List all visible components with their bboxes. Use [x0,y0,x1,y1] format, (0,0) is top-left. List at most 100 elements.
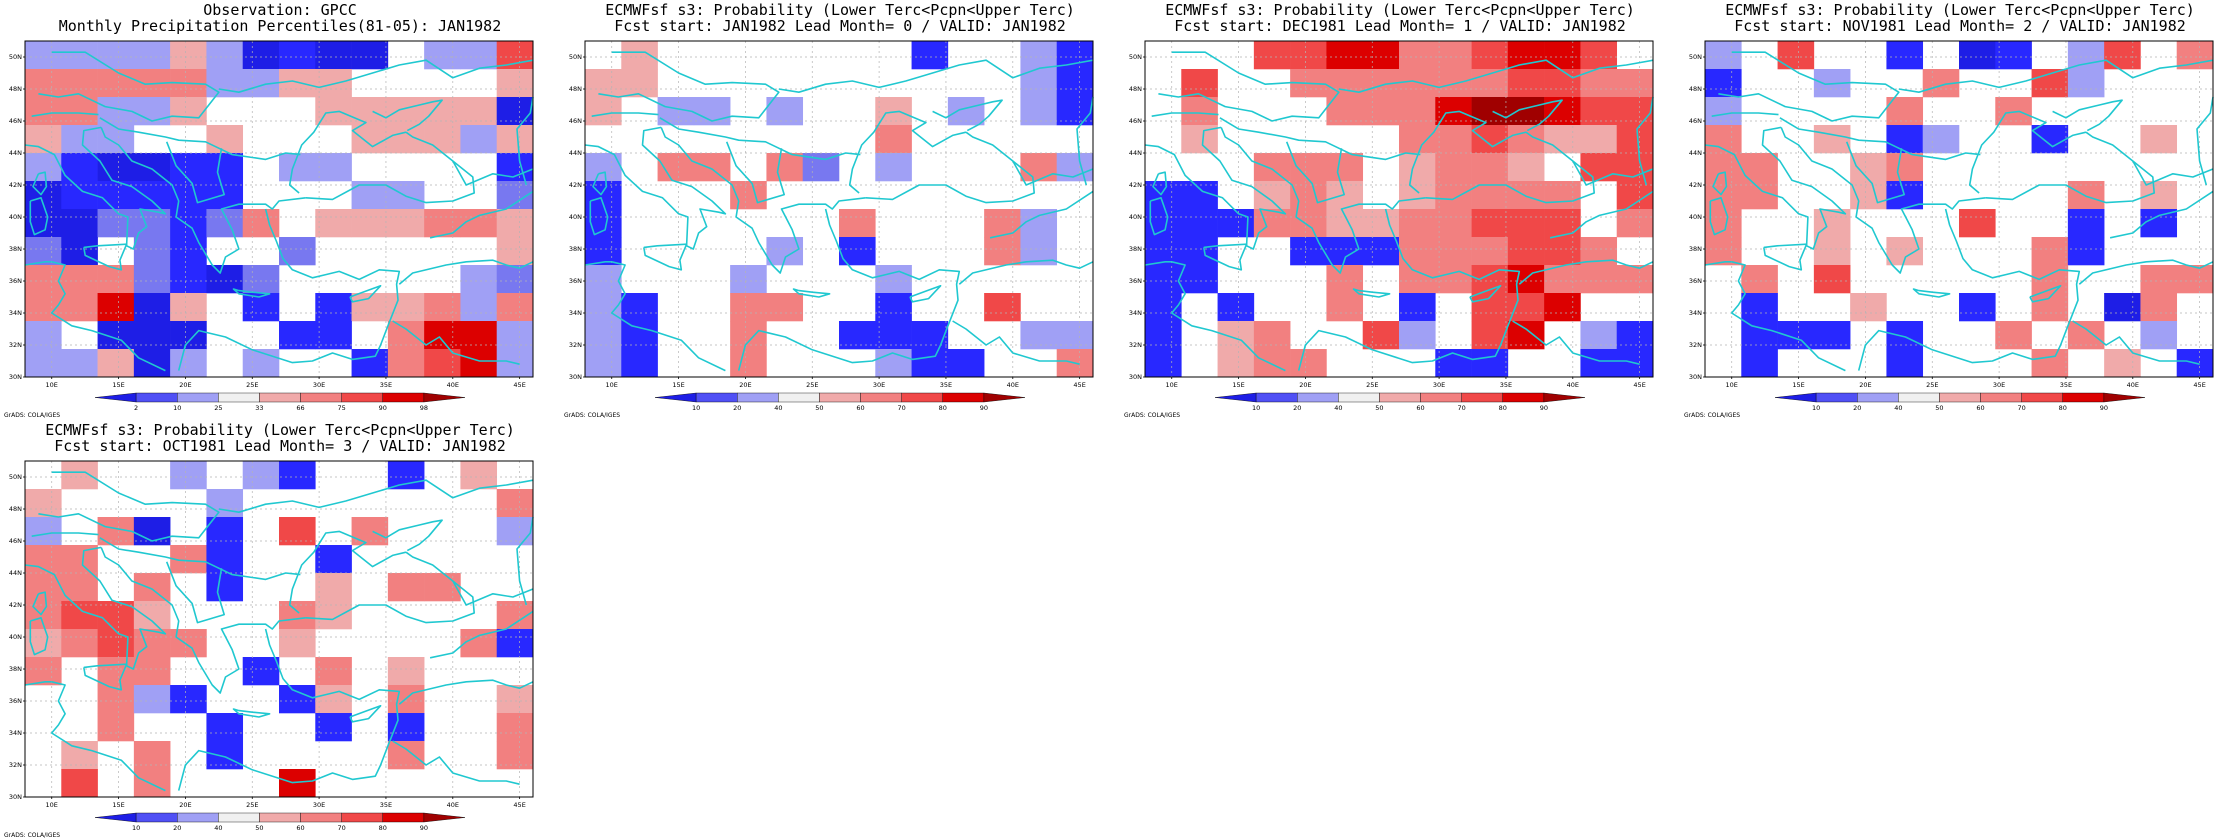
coastline [932,99,1003,132]
grid-cell [61,209,98,238]
grid-cell [1020,97,1058,126]
grid-cell [1741,349,1778,378]
lat-tick-label: 40N [9,213,22,221]
grid-cell [206,265,244,294]
coastline [1144,261,1172,266]
grid-cell [133,601,171,630]
legend-label: 70 [1458,404,1466,412]
grid-cell [621,293,658,322]
legend-swatch [218,812,260,823]
legend-swatch [2062,392,2105,403]
coastline [1144,126,1287,250]
coastline [2196,96,2214,186]
grid-cell [1507,97,1545,126]
coastline [100,127,306,274]
coastline [1780,127,1986,274]
grid-cell [279,461,316,490]
grid-cell [1181,209,1218,238]
lon-tick-label: 35E [380,801,392,809]
grid-cell [839,321,876,350]
grid-cell [1616,321,1654,350]
coastline [778,59,1094,93]
grid-cell [496,713,534,742]
lat-tick-label: 44N [1689,149,1702,157]
grid-cell [1995,41,2032,70]
grid-cell [585,349,622,378]
coastline [848,110,967,194]
grid-cell [585,237,622,266]
legend-label: 20 [1293,404,1301,412]
grid-cell [279,517,316,546]
grid-cell [1705,41,1742,70]
grid-cell [1507,209,1545,238]
grid-cell [170,461,207,490]
grid-cell [1253,321,1291,350]
legend-swatch [94,392,137,403]
legend-label: 10 [1812,404,1820,412]
coastline [598,51,780,122]
panel-title-line2: Fcst start: OCT1981 Lead Month= 3 / VALI… [54,437,506,455]
grid-cell [1886,41,1924,70]
map-frame [1704,40,2214,378]
grid-cell [1435,265,1472,294]
grid-cell [315,601,352,630]
legend-swatch [2103,392,2146,403]
grid-cell [1544,181,1581,210]
legend-swatch [2021,392,2063,403]
lat-tick-label: 38N [569,245,582,253]
coastlines [1704,51,2214,372]
grid-cell [947,349,985,378]
grid-cell [1705,97,1742,126]
grid-cell [766,97,804,126]
map-panel-lead2: ECMWFsf s3: Probability (Lower Terc<Pcpn… [1680,0,2240,420]
coastline [32,171,48,196]
coastline [2109,190,2214,239]
legend-label: 70 [898,404,906,412]
grid-cell [496,629,534,658]
lat-tick-label: 36N [1129,277,1142,285]
coastlines [24,51,534,372]
legend-swatch [1214,392,1257,403]
grid-cell [496,741,534,770]
grid-cell [424,293,461,322]
grid-cell [1850,293,1887,322]
lon-tick-label: 35E [2060,381,2072,389]
lon-tick-label: 15E [672,381,684,389]
lon-tick-label: 25E [1926,381,1938,389]
lon-tick-label: 20E [1299,381,1311,389]
grid-cell [25,321,62,350]
legend-swatch [177,392,219,403]
grid-cell [621,349,658,378]
grid-cell [424,573,461,602]
grid-cell [2104,41,2141,70]
coastline [1285,141,1345,204]
legend-label: 90 [2100,404,2108,412]
grid-cell [496,125,534,154]
grid-cell [1471,125,1509,154]
grid-cell [1326,293,1364,322]
grid-cell [585,321,622,350]
lon-tick-label: 35E [380,381,392,389]
coastline [1219,117,1421,161]
grid-cell [460,629,498,658]
lat-tick-label: 30N [569,373,582,381]
lon-tick-label: 30E [1993,381,2005,389]
grid-cell [170,265,207,294]
lon-tick-label: 10E [46,381,58,389]
coastline [1220,127,1426,274]
legend-swatch [1338,392,1380,403]
grid-cells [25,461,534,798]
grid-cell [1886,125,1924,154]
grid-cell [97,349,135,378]
grid-cell [170,293,207,322]
grid-cell [206,209,244,238]
grid-cell [2104,293,2141,322]
coastline [31,112,99,117]
legend-swatch [259,812,301,823]
grid-cell [1580,41,1618,70]
grid-cell [460,461,498,490]
grid-cell [315,545,352,574]
grid-cell [315,685,352,714]
grads-credit: GrADS: COLA/IGES [1684,412,1741,419]
grid-cell [1399,125,1436,154]
